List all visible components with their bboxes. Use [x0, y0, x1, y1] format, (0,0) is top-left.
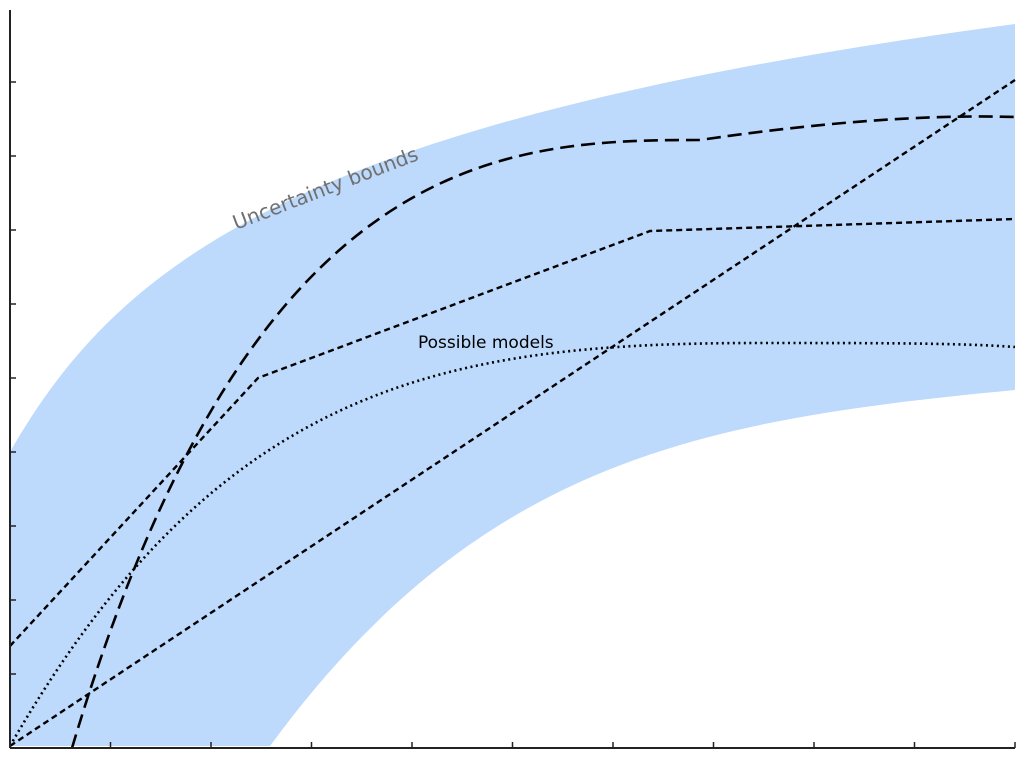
possible-models-label: Possible models: [418, 333, 554, 353]
y-ticks: [10, 81, 16, 675]
model-curve-piecewise: [9, 217, 1016, 647]
axes: [9, 10, 1016, 749]
uncertainty-band: [10, 24, 1015, 746]
x-ticks: [109, 742, 1016, 748]
model-curve-linear: [9, 78, 1016, 748]
model-curve-long-dash: [70, 115, 1016, 749]
